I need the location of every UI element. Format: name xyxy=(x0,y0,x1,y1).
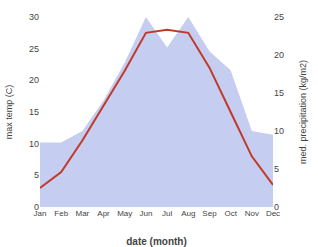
svg-text:med. precipitation (kg/m2): med. precipitation (kg/m2) xyxy=(298,60,308,164)
svg-text:Mar: Mar xyxy=(75,209,89,218)
svg-text:15: 15 xyxy=(274,88,284,98)
svg-text:0: 0 xyxy=(274,202,279,212)
svg-text:10: 10 xyxy=(274,126,284,136)
svg-text:Apr: Apr xyxy=(97,209,110,218)
svg-text:10: 10 xyxy=(29,139,39,149)
svg-text:May: May xyxy=(117,209,132,218)
svg-text:5: 5 xyxy=(34,170,39,180)
svg-text:Nov: Nov xyxy=(245,209,259,218)
svg-text:0: 0 xyxy=(34,202,39,212)
svg-text:25: 25 xyxy=(29,44,39,54)
svg-text:15: 15 xyxy=(29,107,39,117)
svg-text:25: 25 xyxy=(274,12,284,22)
svg-text:Dec: Dec xyxy=(266,209,280,218)
svg-text:Oct: Oct xyxy=(224,209,237,218)
svg-text:20: 20 xyxy=(274,50,284,60)
svg-text:Jun: Jun xyxy=(139,209,152,218)
svg-text:20: 20 xyxy=(29,75,39,85)
svg-text:Feb: Feb xyxy=(54,209,68,218)
svg-text:30: 30 xyxy=(29,12,39,22)
svg-text:date (month): date (month) xyxy=(126,236,187,247)
svg-text:Jan: Jan xyxy=(34,209,47,218)
svg-text:max temp (C): max temp (C) xyxy=(4,85,14,140)
svg-text:Aug: Aug xyxy=(181,209,195,218)
svg-text:Jul: Jul xyxy=(162,209,172,218)
svg-text:Sep: Sep xyxy=(202,209,217,218)
svg-text:5: 5 xyxy=(274,164,279,174)
